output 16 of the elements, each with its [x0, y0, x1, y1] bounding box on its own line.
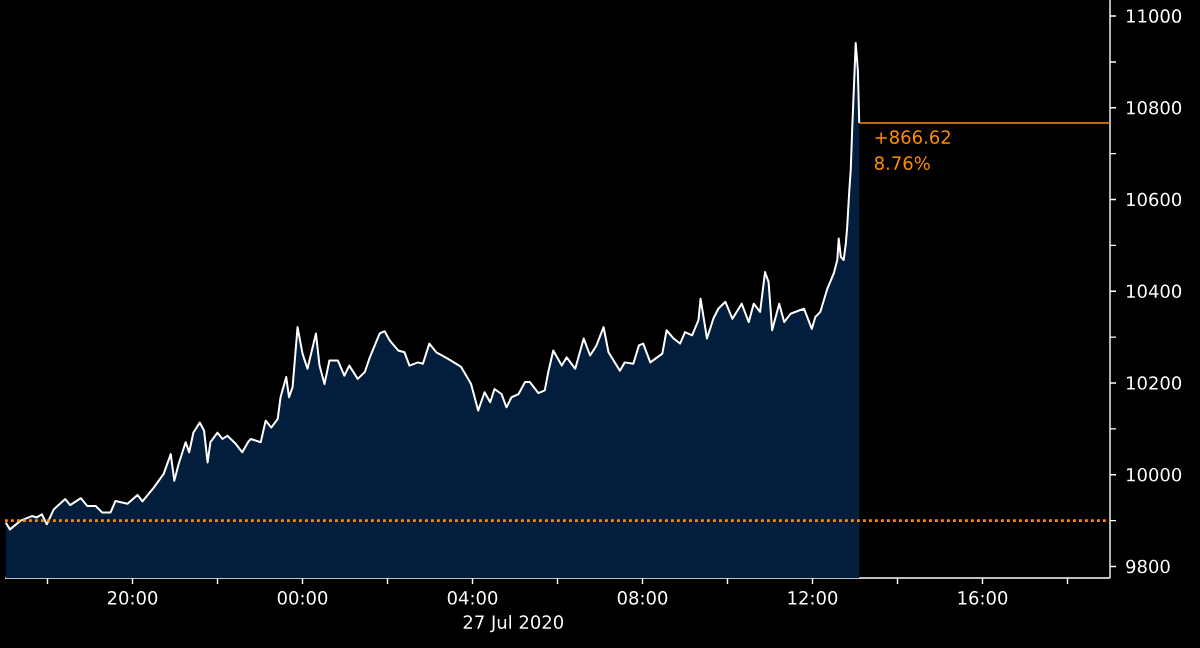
y-tick-label: 10200 [1127, 376, 1182, 390]
x-tick-label: 00:00 [277, 591, 328, 605]
x-tick-label: 16:00 [958, 591, 1008, 605]
y-tick-label: 9800 [1126, 559, 1170, 574]
y-tick-label: 10800 [1127, 100, 1182, 115]
annotation: 8.76% [874, 156, 930, 170]
x-tick-label: 08:00 [617, 591, 668, 605]
x-axis-title: 27 Jul 2020 [463, 615, 564, 633]
x-tick-label: 20:00 [107, 591, 158, 605]
y-tick-label: 10000 [1127, 467, 1182, 482]
annotation: +866.62 [875, 130, 950, 144]
y-tick-label: 10400 [1127, 284, 1182, 299]
x-tick-label: 12:00 [788, 591, 838, 605]
y-tick-label: 11000 [1127, 9, 1182, 23]
y-tick-label: 10600 [1127, 192, 1182, 207]
x-tick-label: 04:00 [447, 591, 498, 605]
